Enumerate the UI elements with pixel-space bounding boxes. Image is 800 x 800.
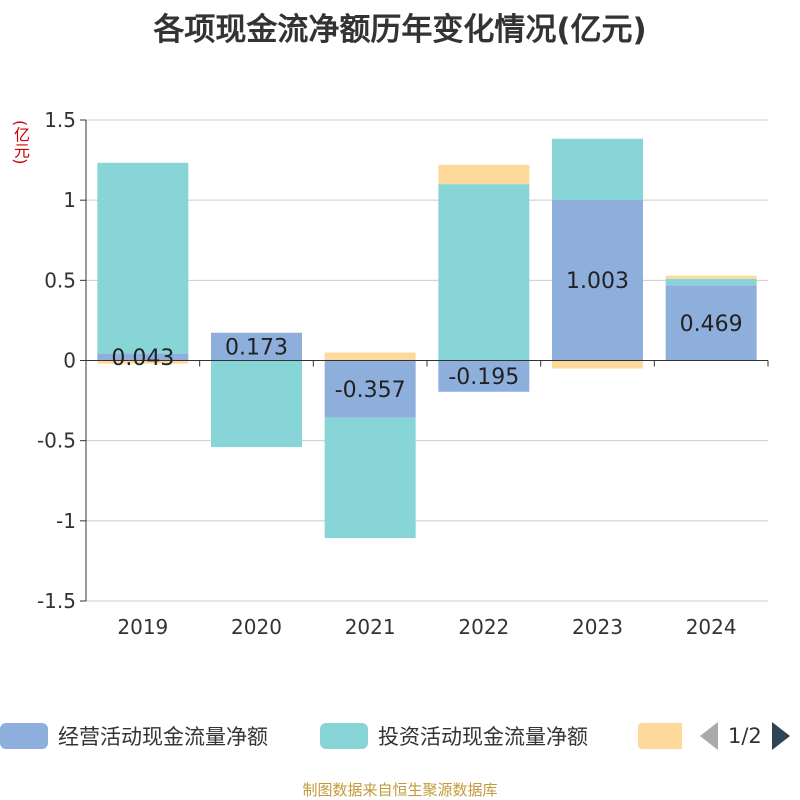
bar-series-1-2019 <box>97 162 189 354</box>
chart-title: 各项现金流净额历年变化情况(亿元) <box>153 12 647 48</box>
y-tick-label: -1.5 <box>37 589 76 613</box>
bar-series-2-2021 <box>324 352 416 361</box>
x-tick-label: 2022 <box>458 615 509 639</box>
legend-next-icon[interactable] <box>771 722 790 750</box>
y-tick-label: 1.5 <box>44 108 76 132</box>
data-label: -0.195 <box>448 365 519 390</box>
legend-page-indicator: 1/2 <box>728 724 762 748</box>
bar-series-0-2020 <box>211 332 302 361</box>
y-tick-label: 1 <box>63 188 76 212</box>
legend-label-operating: 经营活动现金流量净额 <box>58 725 268 749</box>
x-tick-label: 2019 <box>117 615 168 639</box>
y-tick-label: -0.5 <box>37 429 76 453</box>
bar-series-0-2024 <box>665 285 757 361</box>
bar-series-0-2021 <box>324 360 416 418</box>
y-tick-label: -1 <box>56 509 76 533</box>
stacked-bar-chart: -1.5 -1 -0.5 0 0.5 1 1.5 2019 2020 2021 2022 2023 20… <box>37 108 769 639</box>
x-tick-label: 2023 <box>572 615 623 639</box>
bar-series-1-2021 <box>324 417 416 538</box>
bar-series-1-2020 <box>211 360 302 448</box>
legend-swatch-operating <box>0 723 48 749</box>
x-tick-label: 2021 <box>345 615 396 639</box>
legend-swatch-investing <box>320 723 368 749</box>
legend-item-operating[interactable]: 经营活动现金流量净额 <box>0 716 268 756</box>
bar-series-2-2019 <box>97 360 189 364</box>
y-tick-label: 0 <box>63 349 76 373</box>
bar-series-1-2023 <box>552 138 643 200</box>
bar-series-2-2023 <box>552 360 643 369</box>
legend-item-third[interactable] <box>638 716 692 756</box>
data-label: -0.357 <box>335 378 406 403</box>
x-tick-label: 2020 <box>231 615 282 639</box>
legend-swatch-third <box>638 723 682 749</box>
bar-series-2-2022 <box>438 164 530 185</box>
legend-label-investing: 投资活动现金流量净额 <box>378 725 588 749</box>
y-axis-unit-label: (亿元) <box>11 120 30 165</box>
data-source-note: 制图数据来自恒生聚源数据库 <box>302 781 498 799</box>
data-label: 0.043 <box>111 346 174 371</box>
y-tick-label: 0.5 <box>44 268 76 292</box>
bar-series-0-2023 <box>552 199 643 361</box>
x-tick-label: 2024 <box>686 615 737 639</box>
bar-series-1-2024 <box>665 278 757 286</box>
legend: 经营活动现金流量净额 投资活动现金流量净额 1/2 <box>0 716 800 756</box>
data-label: 0.469 <box>680 312 743 337</box>
bar-series-0-2022 <box>438 360 530 392</box>
data-label: 1.003 <box>566 269 629 294</box>
bar-series-2-2024 <box>665 275 757 279</box>
legend-prev-icon[interactable] <box>700 722 718 750</box>
bar-series-0-2019 <box>97 353 189 361</box>
legend-pager: 1/2 <box>700 716 790 756</box>
bar-series-1-2022 <box>438 184 530 361</box>
data-label: 0.173 <box>225 336 288 361</box>
legend-item-investing[interactable]: 投资活动现金流量净额 <box>320 716 588 756</box>
